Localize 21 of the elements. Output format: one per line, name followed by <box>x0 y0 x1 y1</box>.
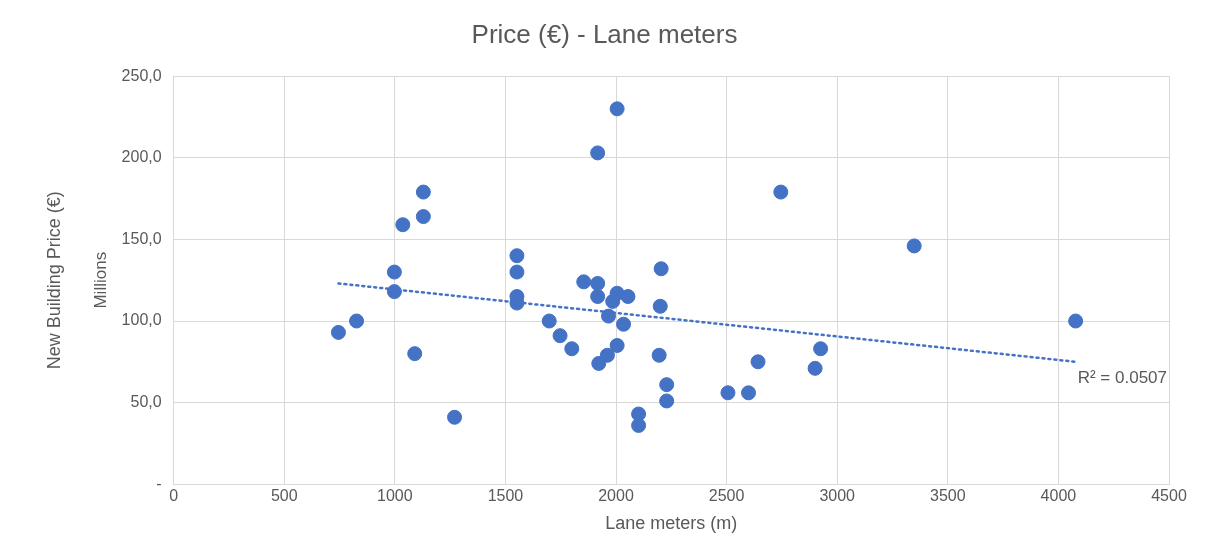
x-tick-label: 1000 <box>377 487 413 505</box>
text: Millions <box>91 251 111 309</box>
y-tick-label: 200,0 <box>121 148 162 166</box>
y-tick-label: 150,0 <box>121 229 162 247</box>
x-tick-label: 0 <box>169 487 179 505</box>
annotation: R² = 0.0507 <box>1077 367 1167 387</box>
y-axis-title: New Building Price (€) <box>43 191 64 370</box>
x-tick-label: 4500 <box>1151 487 1187 505</box>
x-tick-label: 500 <box>270 487 298 505</box>
chart-title: Price (€) - Lane meters <box>471 18 738 49</box>
x-tick-label: 2000 <box>598 487 634 505</box>
x-tick-label: 3000 <box>819 487 856 505</box>
y-tick-label: 50,0 <box>130 393 162 411</box>
x-axis-title: Lane meters (m) <box>605 513 738 534</box>
y-tick-label: 250,0 <box>121 66 162 84</box>
y-tick-label: 100,0 <box>121 311 162 329</box>
x-tick-label: 2500 <box>708 487 745 505</box>
y-tick-label: - <box>156 474 162 492</box>
x-tick-label: 3500 <box>930 487 966 505</box>
x-tick-label: 1500 <box>487 487 524 505</box>
x-tick-label: 4000 <box>1040 487 1077 505</box>
